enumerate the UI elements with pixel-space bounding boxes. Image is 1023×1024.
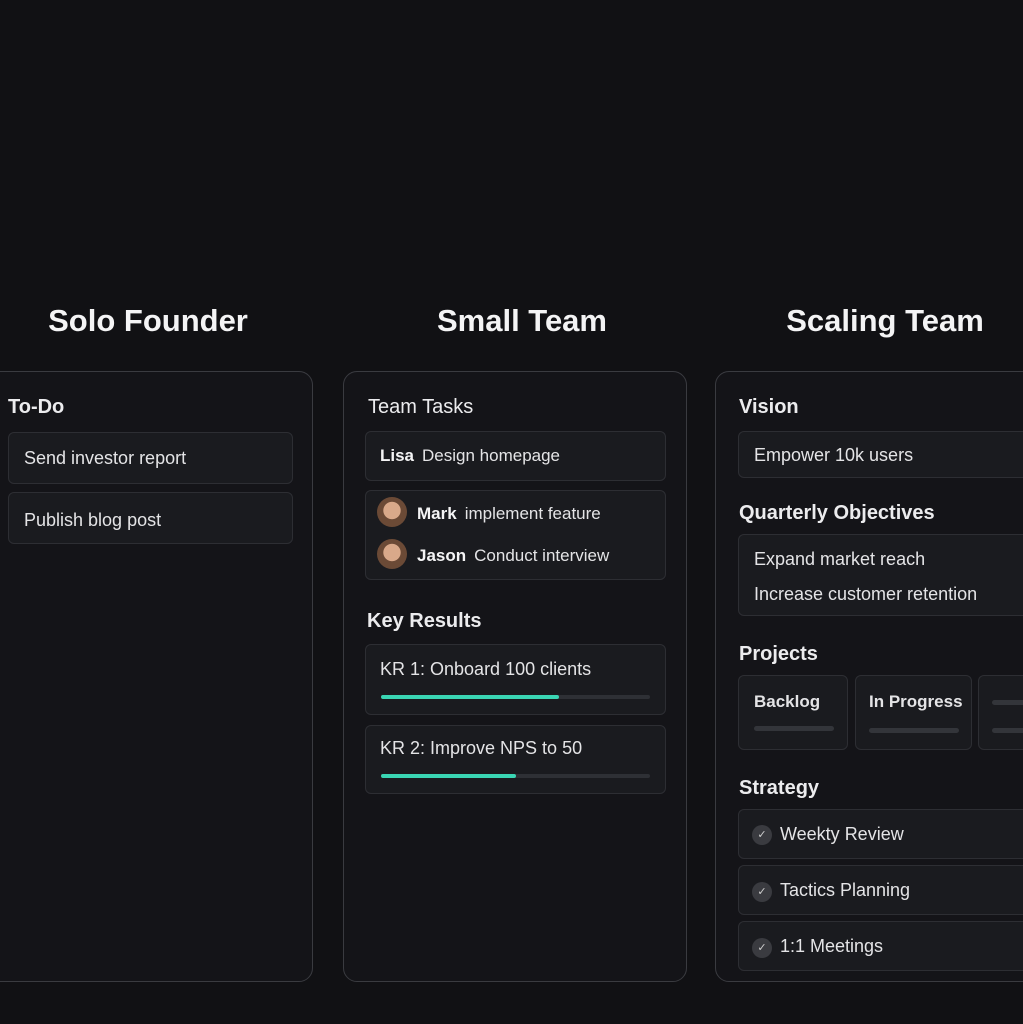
kr-item[interactable]: KR 1: Onboard 100 clients (365, 644, 666, 715)
todo-item[interactable]: Publish blog post (8, 492, 293, 544)
kr-progress (381, 774, 650, 778)
placeholder-bar (992, 700, 1023, 705)
strategy-label: Weekty Review (780, 824, 904, 844)
project-label: Backlog (754, 692, 821, 711)
todo-label: Publish blog post (24, 510, 162, 530)
assignee: Jason (417, 546, 467, 565)
vision-heading: Vision (739, 396, 799, 418)
solo-founder-card: To-Do Send investor report Publish blog … (0, 371, 313, 982)
strategy-item[interactable]: ✓ Tactics Planning (738, 865, 1023, 915)
kr-progress-fill (381, 774, 516, 778)
strategy-item[interactable]: ✓ Weekty Review (738, 809, 1023, 859)
placeholder-bar (869, 728, 959, 733)
strategy-label: 1:1 Meetings (780, 936, 884, 956)
check-icon: ✓ (752, 938, 772, 958)
project-label: In Progress (869, 692, 963, 711)
kr-progress-fill (381, 695, 559, 699)
check-icon: ✓ (752, 882, 772, 902)
objective-item[interactable]: Expand market reach (754, 549, 926, 569)
assignee: Mark (417, 504, 457, 523)
project-column-placeholder[interactable] (978, 675, 1023, 750)
task-label: Conduct interview (474, 546, 610, 565)
section-heading: To-Do (8, 396, 65, 418)
task-item[interactable]: Lisa Design homepage (365, 431, 666, 481)
task-text[interactable]: Jason Conduct interview (417, 546, 609, 566)
section-heading: Team Tasks (368, 396, 474, 418)
objective-item[interactable]: Increase customer retention (754, 584, 978, 604)
task-label: Design homepage (422, 446, 561, 465)
placeholder-bar (754, 726, 834, 731)
check-icon: ✓ (752, 825, 772, 845)
kr-label: KR 1: Onboard 100 clients (380, 659, 592, 679)
scaling-team-card: Vision Empower 10k users Quarterly Objec… (715, 371, 1023, 982)
column-title-solo: Solo Founder (48, 303, 248, 338)
projects-heading: Projects (739, 643, 818, 665)
objectives-heading: Quarterly Objectives (739, 502, 935, 524)
task-text: Lisa Design homepage (380, 446, 560, 466)
task-label: implement feature (464, 504, 601, 523)
strategy-heading: Strategy (739, 777, 820, 799)
assignee: Lisa (380, 446, 415, 465)
todo-item[interactable]: Send investor report (8, 432, 293, 484)
column-title-scaling: Scaling Team (786, 303, 984, 338)
project-column-backlog[interactable]: Backlog (738, 675, 848, 750)
kr-item[interactable]: KR 2: Improve NPS to 50 (365, 725, 666, 794)
kr-label: KR 2: Improve NPS to 50 (380, 738, 583, 758)
column-title-small: Small Team (436, 303, 607, 338)
avatar (377, 497, 407, 527)
todo-label: Send investor report (24, 448, 187, 468)
kr-progress (381, 695, 650, 699)
placeholder-bar (992, 728, 1023, 733)
vision-item[interactable]: Empower 10k users (738, 431, 1023, 478)
vision-text: Empower 10k users (754, 445, 914, 465)
objectives-box: Expand market reach Increase customer re… (738, 534, 1023, 616)
avatar (377, 539, 407, 569)
task-group: Mark implement feature Jason Conduct inter… (365, 490, 666, 580)
key-results-heading: Key Results (367, 610, 482, 632)
task-text[interactable]: Mark implement feature (417, 504, 601, 524)
strategy-item[interactable]: ✓ 1:1 Meetings (738, 921, 1023, 971)
project-column-in-progress[interactable]: In Progress (855, 675, 972, 750)
strategy-label: Tactics Planning (780, 880, 911, 900)
small-team-card: Team Tasks Lisa Design homepage Mark imple… (343, 371, 687, 982)
